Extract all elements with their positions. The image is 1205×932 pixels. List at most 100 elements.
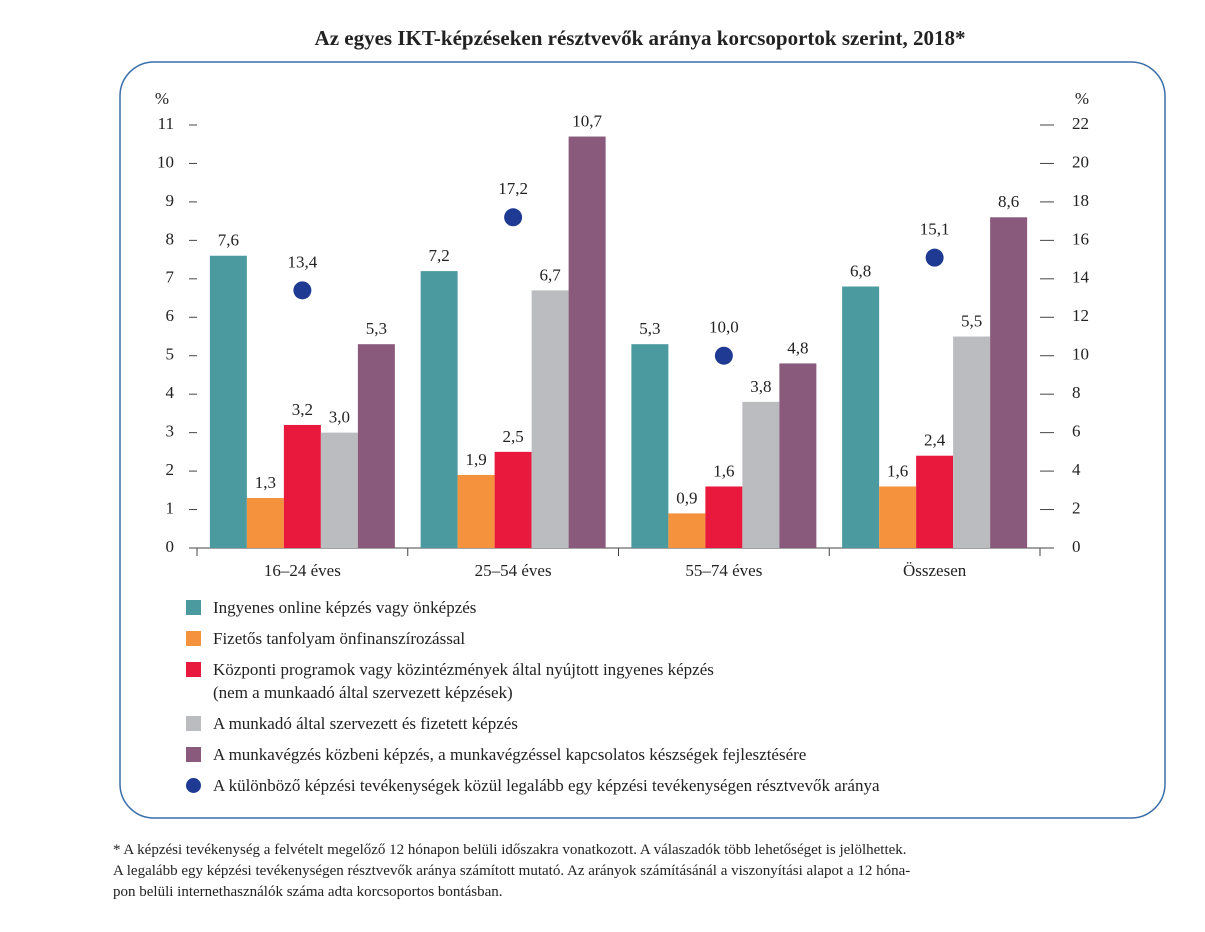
bar bbox=[209, 255, 247, 548]
value-label: 6,8 bbox=[850, 261, 871, 280]
value-label: 1,6 bbox=[887, 461, 908, 480]
footnote: * A képzési tevékenység a felvételt mege… bbox=[113, 842, 911, 900]
legend-label: A munkavégzés közbeni képzés, a munkavég… bbox=[213, 745, 807, 764]
value-label: 2,5 bbox=[503, 427, 524, 446]
chart-title: Az egyes IKT-képzéseken résztvevők arány… bbox=[315, 26, 966, 50]
legend-label: A különböző képzési tevékenységek közül … bbox=[213, 776, 880, 795]
bar bbox=[916, 455, 954, 548]
dot bbox=[504, 208, 523, 227]
bar bbox=[246, 498, 284, 548]
value-label: 0,9 bbox=[676, 488, 697, 507]
y-tick-label: 8 bbox=[166, 229, 175, 248]
value-label: 17,2 bbox=[498, 179, 528, 198]
bar bbox=[283, 424, 321, 548]
value-label: 4,8 bbox=[787, 338, 808, 357]
value-label: 7,2 bbox=[429, 246, 450, 265]
bar bbox=[779, 363, 817, 548]
legend-label: Ingyenes online képzés vagy önképzés bbox=[213, 598, 477, 617]
value-label: 5,3 bbox=[366, 319, 387, 338]
legend-label: Központi programok vagy közintézmények á… bbox=[213, 660, 714, 702]
legend: Ingyenes online képzés vagy önképzés Fize… bbox=[186, 596, 880, 805]
legend-item: A munkavégzés közbeni képzés, a munkavég… bbox=[186, 743, 880, 766]
bar bbox=[494, 451, 532, 548]
value-label: 7,6 bbox=[218, 231, 239, 250]
bar bbox=[531, 290, 569, 548]
frame bbox=[119, 61, 1166, 819]
x-tick-label: 55–74 éves bbox=[685, 561, 762, 580]
y-tick-label: 1 bbox=[166, 498, 175, 517]
bar bbox=[842, 286, 880, 548]
x-tick-label: Összesen bbox=[903, 561, 967, 580]
y-tick-label: 11 bbox=[158, 114, 174, 133]
y2-tick-label: 12 bbox=[1072, 306, 1089, 325]
bar bbox=[742, 401, 780, 548]
value-label: 3,8 bbox=[750, 377, 771, 396]
y-tick-label: 9 bbox=[166, 191, 175, 210]
value-label: 2,4 bbox=[924, 431, 946, 450]
value-label: 10,7 bbox=[572, 111, 602, 130]
legend-marker bbox=[186, 662, 201, 677]
y2-tick-label: 20 bbox=[1072, 152, 1089, 171]
legend-marker bbox=[186, 631, 201, 646]
y-tick-label: 5 bbox=[166, 345, 175, 364]
bar bbox=[668, 513, 706, 548]
bar bbox=[420, 271, 458, 548]
bar bbox=[568, 136, 606, 548]
legend-item: Ingyenes online képzés vagy önképzés bbox=[186, 596, 880, 619]
value-label: 13,4 bbox=[288, 252, 318, 271]
x-tick-label: 16–24 éves bbox=[264, 561, 341, 580]
legend-item: Fizetős tanfolyam önfinanszírozással bbox=[186, 627, 880, 650]
y2-tick-label: 6 bbox=[1072, 422, 1081, 441]
bar bbox=[705, 486, 743, 548]
legend-item: A munkadó által szervezett és fizetett k… bbox=[186, 712, 880, 735]
bar bbox=[457, 474, 495, 548]
value-label: 5,5 bbox=[961, 311, 982, 330]
y2-tick-label: 18 bbox=[1072, 191, 1089, 210]
legend-marker bbox=[186, 600, 201, 615]
legend-item: Központi programok vagy közintézmények á… bbox=[186, 658, 880, 704]
value-label: 5,3 bbox=[639, 319, 660, 338]
legend-marker bbox=[186, 716, 201, 731]
bar bbox=[631, 344, 669, 548]
y-tick-label: 4 bbox=[166, 383, 175, 402]
value-label: 3,2 bbox=[292, 400, 313, 419]
y2-tick-label: 2 bbox=[1072, 498, 1081, 517]
legend-marker bbox=[186, 778, 201, 793]
y-tick-label: 10 bbox=[157, 152, 174, 171]
dot bbox=[925, 248, 944, 267]
value-label: 15,1 bbox=[920, 220, 950, 239]
y2-tick-label: 10 bbox=[1072, 345, 1089, 364]
value-label: 6,7 bbox=[540, 265, 562, 284]
y-tick-label: 6 bbox=[166, 306, 175, 325]
legend-item: A különböző képzési tevékenységek közül … bbox=[186, 774, 880, 797]
y2-tick-label: 4 bbox=[1072, 460, 1081, 479]
legend-marker bbox=[186, 747, 201, 762]
bar bbox=[320, 432, 358, 548]
y2-tick-label: 16 bbox=[1072, 229, 1089, 248]
dot bbox=[714, 346, 733, 365]
legend-label: A munkadó által szervezett és fizetett k… bbox=[213, 714, 518, 733]
y-axis-label: % bbox=[155, 89, 169, 108]
y2-tick-label: 8 bbox=[1072, 383, 1081, 402]
value-label: 1,3 bbox=[255, 473, 276, 492]
bar bbox=[990, 217, 1028, 549]
y2-tick-label: 14 bbox=[1072, 268, 1090, 287]
bar bbox=[879, 486, 917, 548]
y2-tick-label: 22 bbox=[1072, 114, 1089, 133]
y-tick-label: 2 bbox=[166, 460, 175, 479]
y-tick-label: 7 bbox=[166, 268, 175, 287]
dot bbox=[293, 281, 312, 300]
value-label: 8,6 bbox=[998, 192, 1019, 211]
x-tick-label: 25–54 éves bbox=[475, 561, 552, 580]
y-tick-label: 3 bbox=[166, 422, 175, 441]
value-label: 1,6 bbox=[713, 461, 734, 480]
y-tick-label: 0 bbox=[166, 537, 175, 556]
y2-tick-label: 0 bbox=[1072, 537, 1081, 556]
y2-axis-label: % bbox=[1075, 89, 1089, 108]
bar bbox=[953, 336, 991, 548]
legend-label: Fizetős tanfolyam önfinanszírozással bbox=[213, 629, 466, 648]
bar bbox=[357, 344, 395, 548]
value-label: 10,0 bbox=[709, 318, 739, 337]
